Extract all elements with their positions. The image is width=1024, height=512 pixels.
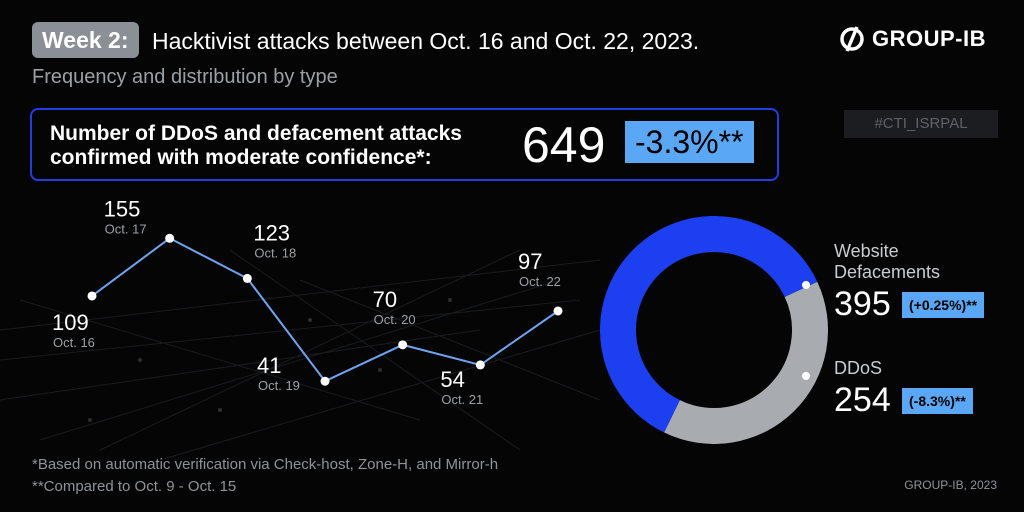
data-point: [87, 291, 97, 301]
data-label-date: Oct. 19: [258, 378, 300, 393]
data-label-value: 70: [373, 287, 397, 312]
copyright-text: GROUP-IB, 2023: [904, 478, 997, 492]
data-point: [165, 233, 175, 243]
data-point: [398, 340, 408, 350]
donut-slice-defacements: [600, 216, 818, 433]
attack-type-donut-chart: [600, 216, 828, 444]
data-label-date: Oct. 21: [441, 392, 483, 407]
data-point: [475, 360, 485, 370]
week-badge: Week 2:: [32, 22, 139, 58]
data-label-date: Oct. 22: [519, 274, 561, 289]
data-label-date: Oct. 17: [105, 221, 147, 236]
data-label-date: Oct. 18: [254, 245, 296, 260]
footnote-comparison: **Compared to Oct. 9 - Oct. 15: [32, 478, 237, 495]
data-label-value: 109: [52, 310, 89, 335]
summary-change-badge: -3.3%**: [625, 121, 754, 163]
legend-marker-ddos: [802, 372, 810, 380]
data-label-value: 97: [518, 249, 542, 274]
data-label-date: Oct. 20: [374, 312, 416, 327]
data-point: [242, 273, 252, 283]
page-subtitle: Frequency and distribution by type: [32, 66, 338, 88]
legend-marker-defacements: [802, 281, 810, 289]
legend-change-ddos: (-8.3%)**: [902, 388, 973, 414]
brand-name: GROUP-IB: [872, 26, 986, 51]
data-point: [553, 306, 563, 316]
data-label-value: 54: [440, 367, 464, 392]
legend-change-defacements: (+0.25%)**: [902, 292, 985, 318]
data-label-date: Oct. 16: [53, 335, 95, 350]
group-ib-logo-icon: [840, 26, 864, 52]
page-title: Hacktivist attacks between Oct. 16 and O…: [152, 28, 700, 54]
legend-name-defacements: Website Defacements: [834, 241, 941, 282]
legend-value-defacements: 395: [834, 285, 891, 323]
data-label-value: 41: [257, 353, 281, 378]
legend-value-ddos: 254: [834, 381, 891, 419]
data-label-value: 123: [253, 220, 290, 245]
brand-logo: GROUP-IB: [838, 22, 986, 56]
data-label-value: 155: [104, 196, 141, 221]
donut-slice-ddos: [664, 281, 828, 444]
series-line: [91, 237, 559, 383]
footnote-verification: *Based on automatic verification via Che…: [32, 456, 499, 473]
legend-name-ddos: DDoS: [834, 358, 883, 378]
summary-total-value: 649: [522, 117, 606, 173]
data-point: [320, 376, 330, 386]
hashtag-label: #CTI_ISRPAL: [844, 110, 998, 138]
summary-box: Number of DDoS and defacement attacks co…: [30, 108, 779, 181]
summary-text: Number of DDoS and defacement attacks co…: [50, 122, 462, 169]
